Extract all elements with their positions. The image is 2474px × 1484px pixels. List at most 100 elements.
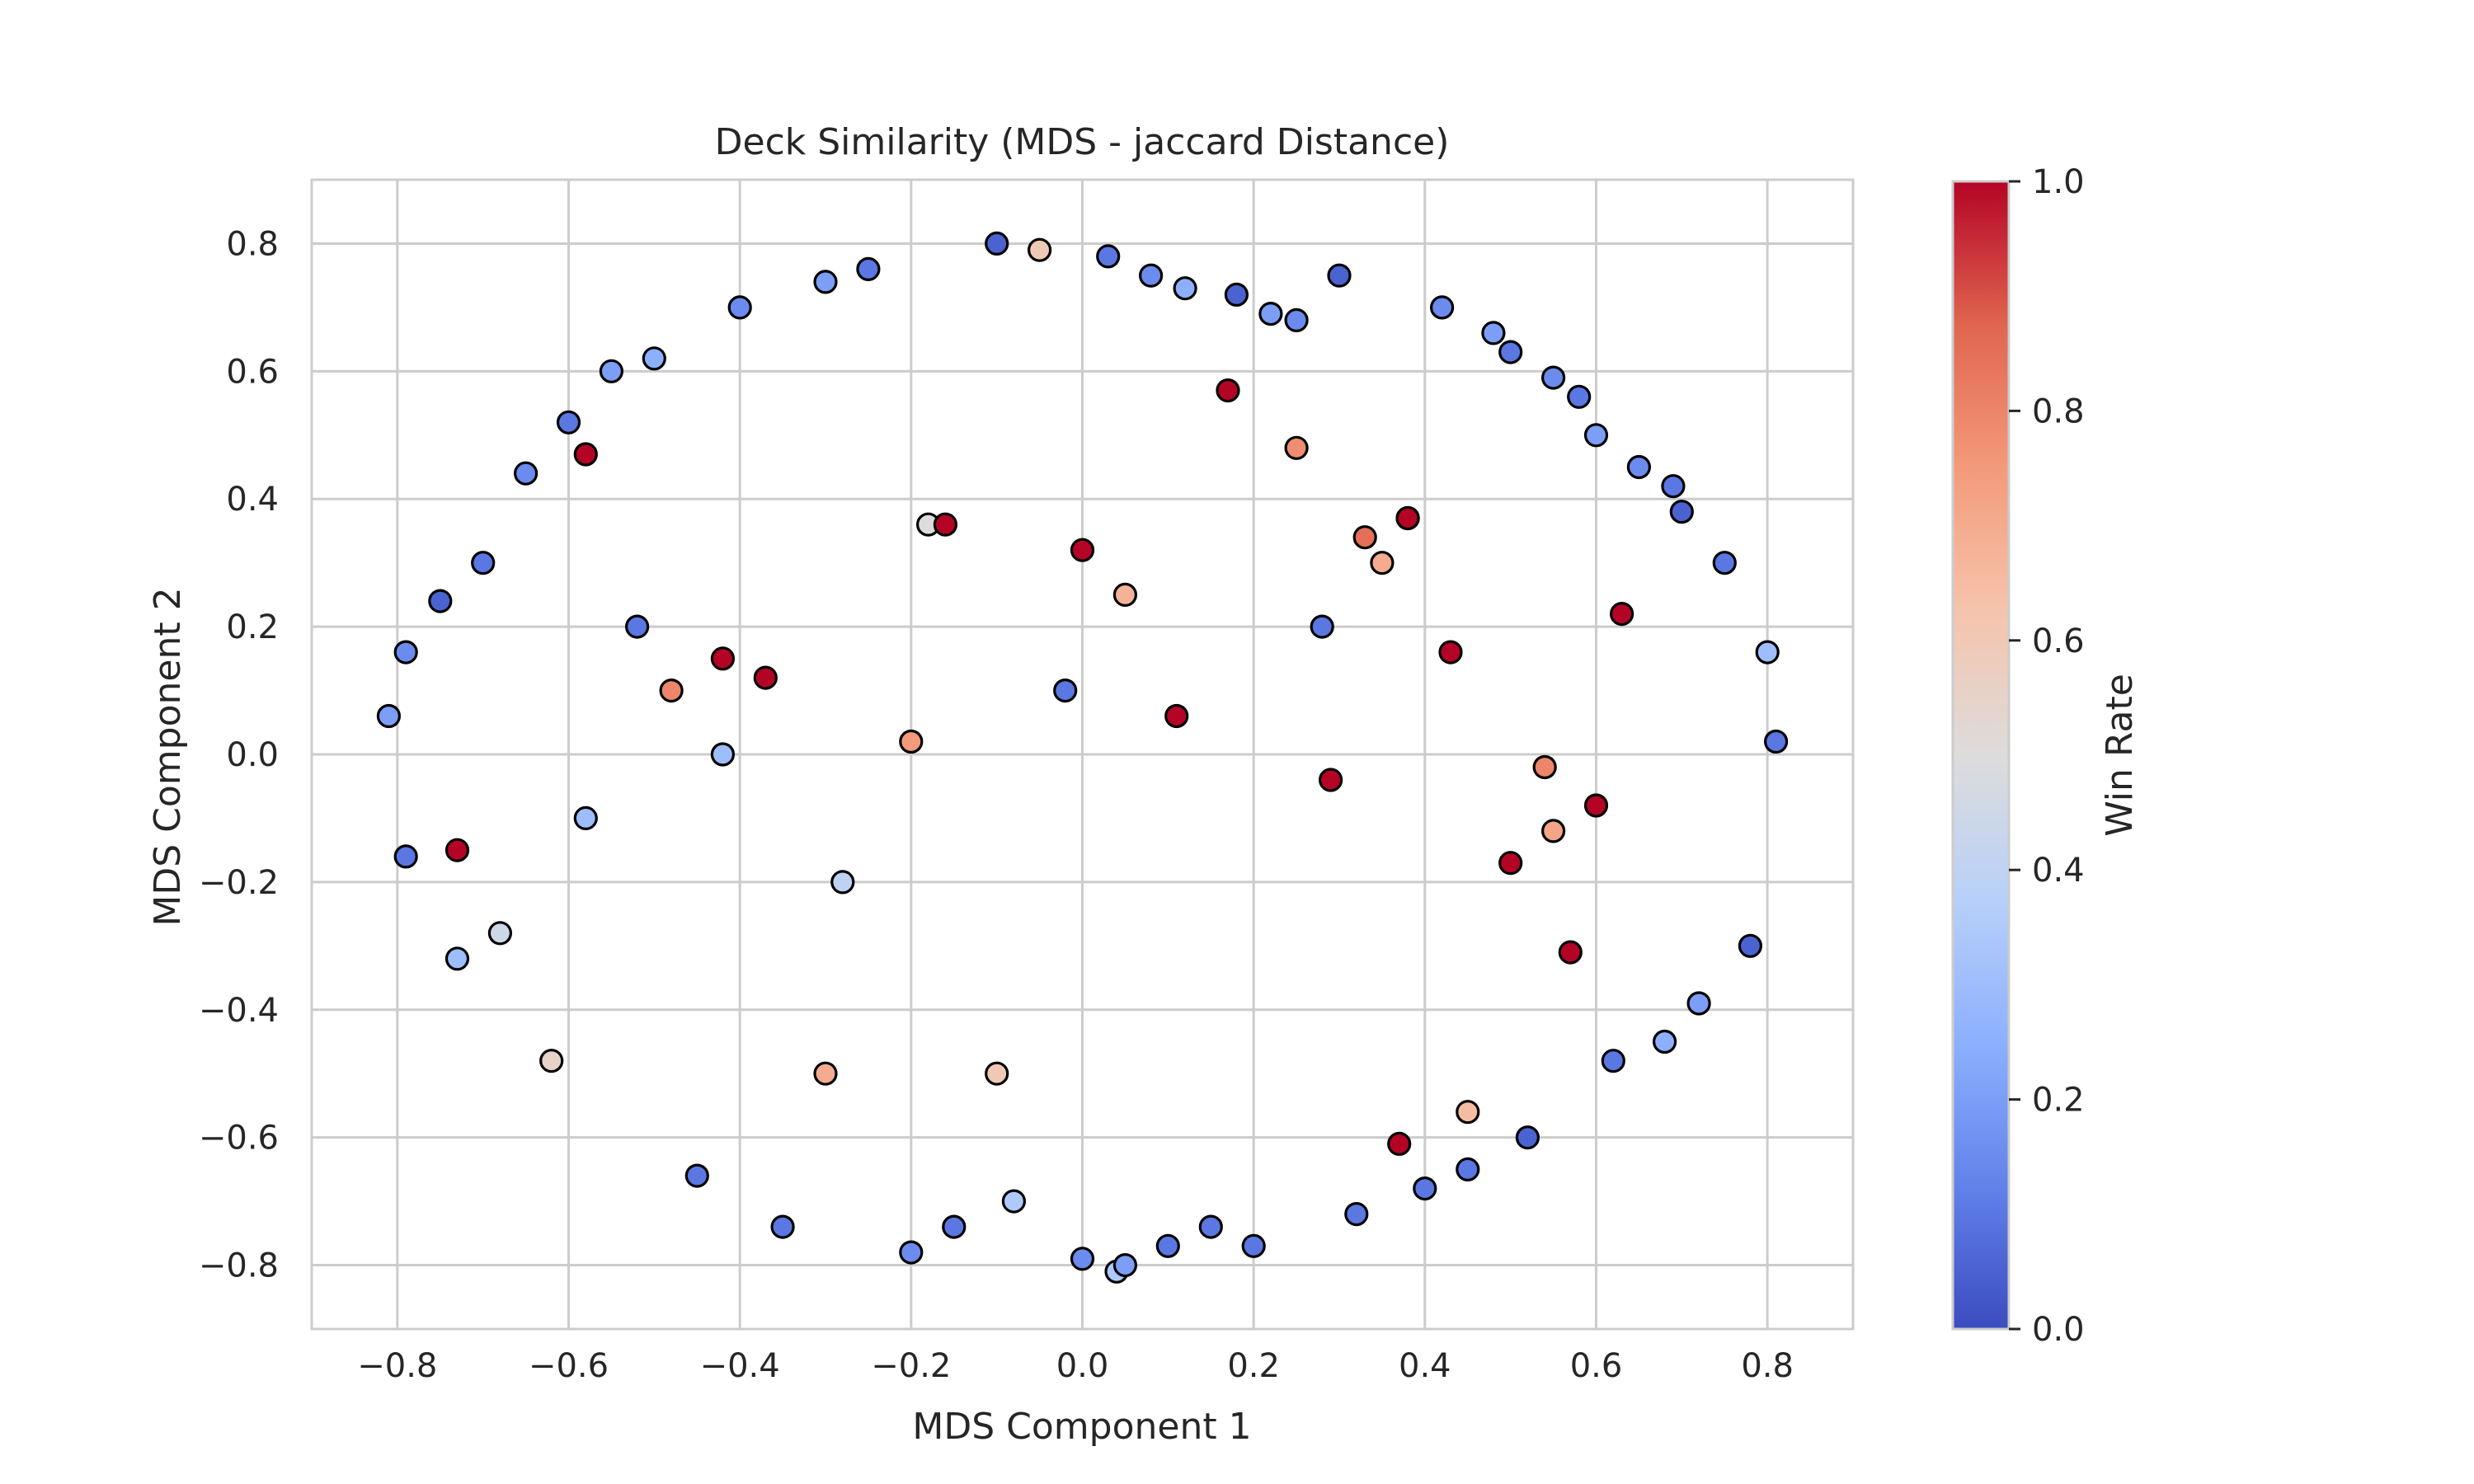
x-axis-ticks: −0.8 −0.6 −0.4 −0.2 0.0 0.2 0.4 0.6 0.8 [357,1347,1794,1385]
x-tick-label: −0.8 [357,1347,437,1385]
colorbar-tick-label: 0.4 [2032,852,2085,890]
x-tick-label: 0.4 [1399,1347,1451,1385]
y-tick-label: 0.2 [226,608,279,646]
scatter-point [753,665,778,690]
scatter-point [1370,551,1395,575]
colorbar-tick-label: 1.0 [2032,163,2085,201]
y-tick-label: −0.4 [199,992,279,1030]
scatter-point [1344,1201,1369,1227]
x-tick-label: −0.2 [871,1347,951,1385]
scatter-point [1456,1100,1480,1125]
scatter-point [1327,263,1352,288]
scatter-point [985,1061,1009,1086]
scatter-point [1387,1131,1412,1157]
scatter-point [428,589,453,613]
y-axis-label: MDS Component 2 [147,587,189,926]
scatter-point [556,410,581,434]
scatter-point [1558,940,1583,965]
scatter-point [1155,1233,1180,1258]
scatter-point [444,946,470,971]
scatter-point [1413,1176,1437,1201]
scatter-point [1395,505,1420,531]
scatter-point [684,1163,709,1188]
scatter-point [1164,703,1189,729]
y-tick-label: 0.6 [226,353,279,391]
scatter-point [899,1240,924,1265]
chart-title: Deck Similarity (MDS - jaccard Distance) [715,121,1450,163]
x-tick-label: −0.4 [700,1347,780,1385]
scatter-point [1583,423,1609,448]
scatter-point [1498,340,1523,364]
colorbar-gradient [1951,180,2011,1331]
scatter-point [573,805,598,831]
scatter-point [1532,754,1557,780]
scatter-point [1284,435,1309,460]
scatter-point [1456,1157,1480,1182]
scatter-point [1070,1247,1095,1271]
scatter-point [1652,1029,1677,1054]
x-tick-label: 0.6 [1570,1347,1623,1385]
scatter-point [1438,640,1463,665]
x-tick-label: 0.8 [1741,1347,1794,1385]
scatter-point [1318,768,1343,792]
scatter-point [471,551,496,575]
x-tick-label: −0.6 [529,1347,609,1385]
scatter-point [539,1049,564,1073]
scatter-point [376,703,401,729]
scatter-point [1669,500,1694,524]
scatter-point [1601,1049,1625,1073]
scatter-point [1540,365,1566,390]
scatter-point [856,256,881,281]
x-tick-label: 0.2 [1227,1347,1280,1385]
scatter-point [1626,454,1652,480]
scatter-point [1712,551,1737,575]
scatter-point [1310,614,1334,639]
scatter-point [1764,729,1789,754]
scatter-point [710,742,736,767]
scatter-point [1481,321,1506,345]
scatter-point [813,270,838,294]
scatter-point [727,295,752,320]
colorbar-ticks: 0.0 0.2 0.4 0.6 0.8 1.0 [2009,163,2085,1349]
scatter-point [1567,384,1592,409]
scatter-point [1738,933,1762,958]
y-tick-label: 0.0 [226,736,279,774]
scatter-point [1053,678,1078,703]
colorbar-tick-label: 0.8 [2032,392,2085,430]
colorbar-tick-label: 0.0 [2032,1311,2085,1349]
scatter-point [1241,1233,1266,1258]
y-tick-label: 0.4 [226,481,279,519]
scatter-point [1173,276,1197,301]
scatter-point [1284,308,1309,332]
scatter-point [770,1214,795,1239]
scatter-point [1352,525,1377,550]
x-axis-label: MDS Component 1 [912,1406,1251,1448]
scatter-point [1198,1214,1223,1239]
plot-frame [310,178,1855,1331]
scatter-point [1112,582,1138,608]
colorbar: 0.0 0.2 0.4 0.6 0.8 1.0 Win Rate [1951,163,2141,1349]
scatter-point [1096,244,1121,269]
scatter-point [933,512,958,537]
plot-area [310,178,1855,1331]
scatter-point [642,346,666,371]
scatter-point [1027,237,1052,262]
y-axis-ticks: −0.8 −0.6 −0.4 −0.2 0.0 0.2 0.4 0.6 0.8 [199,225,279,1284]
scatter-point [830,870,855,895]
y-tick-label: 0.8 [226,225,279,263]
scatter-point [1216,378,1240,403]
scatter-point [573,442,598,467]
scatter-point [710,646,736,671]
scatter-point [1686,991,1711,1016]
scatter-point [1001,1189,1027,1214]
scatter-point [899,729,924,754]
colorbar-label: Win Rate [2099,674,2141,837]
x-tick-label: 0.0 [1056,1347,1109,1385]
grid-lines [312,180,1853,1329]
scatter-point [1138,263,1164,288]
y-tick-label: −0.2 [199,864,279,902]
scatter-point [393,844,418,869]
colorbar-tick-label: 0.2 [2032,1082,2085,1120]
scatter-point [1609,601,1634,627]
scatter-point [1755,640,1780,665]
